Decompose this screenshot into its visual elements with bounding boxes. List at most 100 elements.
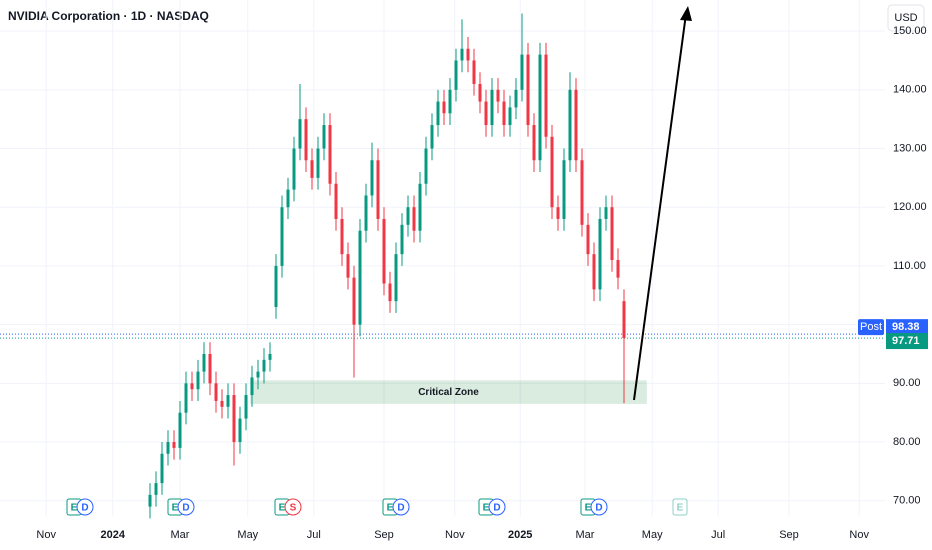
candle-body [262, 359, 266, 372]
candle-body [460, 48, 464, 61]
y-tick-label: 150.00 [893, 25, 927, 37]
candle-body [526, 54, 530, 126]
candle-body [364, 195, 368, 231]
event-label: D [493, 503, 500, 514]
candle-body [412, 207, 416, 231]
candle-body [610, 207, 614, 261]
candle-body [544, 54, 548, 137]
x-tick-label: May [237, 529, 258, 541]
currency-button[interactable] [887, 4, 925, 32]
event-icon [177, 498, 195, 516]
candle-body [508, 107, 512, 126]
candle-body [514, 89, 518, 108]
y-tick-label: 120.00 [893, 201, 927, 213]
x-tick-label: Sep [779, 529, 799, 541]
candle-body [244, 395, 248, 419]
candle-body [520, 54, 524, 90]
candle-body [160, 453, 164, 484]
candle-body [322, 125, 326, 149]
candle-body [268, 353, 272, 360]
candle-body [202, 353, 206, 372]
candle-body [214, 383, 218, 401]
candle-body [586, 224, 590, 255]
candle-body [340, 218, 344, 255]
y-tick-label: 90.00 [893, 377, 921, 389]
chart-title: NVIDIA Corporation · 1D · NASDAQ [8, 9, 209, 23]
candle-body [352, 277, 356, 325]
candle-body [178, 412, 182, 448]
candle-body [208, 353, 212, 384]
candle-body [562, 160, 566, 219]
candle-body [238, 418, 242, 443]
candle-body [472, 60, 476, 84]
candle-body [400, 224, 404, 255]
candle-body [442, 101, 446, 114]
candle-body [358, 230, 362, 325]
candle-body [430, 125, 434, 149]
candle-body [478, 83, 482, 102]
x-tick-label: May [642, 529, 663, 541]
event-label: E [677, 503, 684, 514]
candle-body [454, 60, 458, 90]
candle-body [274, 265, 278, 308]
candle-body [418, 183, 422, 231]
currency-label[interactable]: USD [894, 12, 917, 24]
candle-body [580, 160, 584, 225]
candle-body [304, 119, 308, 161]
candle-body [166, 442, 170, 454]
candle-body [550, 136, 554, 208]
event-icon [392, 498, 410, 516]
x-tick-label: Nov [445, 529, 465, 541]
zone-label: Critical Zone [418, 387, 479, 398]
candle-body [592, 254, 596, 290]
candle-body [448, 89, 452, 114]
candle-body [616, 260, 620, 278]
candle-body [436, 101, 440, 126]
x-tick-label: 2024 [101, 529, 126, 541]
event-label: E [585, 503, 592, 514]
x-tick-label: Mar [576, 529, 595, 541]
candle-body [316, 148, 320, 178]
event-icon [672, 498, 688, 516]
x-tick-label: Sep [374, 529, 394, 541]
event-label: E [172, 503, 179, 514]
event-label: D [81, 503, 88, 514]
candle-body [148, 494, 152, 507]
candle-body [502, 101, 506, 126]
event-label: S [290, 503, 297, 514]
event-label: E [483, 503, 490, 514]
x-tick-label: Jul [711, 529, 725, 541]
event-label: D [397, 503, 404, 514]
event-icon [76, 498, 94, 516]
candle-body [376, 160, 380, 219]
candle-body [556, 207, 560, 219]
y-tick-label: 110.00 [893, 260, 926, 272]
last-price-label: 97.71 [892, 335, 920, 347]
candle-body [568, 89, 572, 161]
y-tick-label: 80.00 [893, 436, 921, 448]
event-label: E [71, 503, 78, 514]
post-price-box [886, 319, 928, 336]
candle-body [370, 160, 374, 196]
y-tick-label: 130.00 [893, 142, 927, 154]
candle-body [538, 54, 542, 161]
candle-body [310, 160, 314, 178]
candle-body [484, 101, 488, 126]
candle-body [328, 125, 332, 184]
candle-body [346, 254, 350, 278]
event-icon [488, 498, 506, 516]
candle-body [190, 383, 194, 390]
event-label: E [279, 503, 286, 514]
candle-body [466, 48, 470, 61]
candle-body [292, 148, 296, 190]
y-tick-label: 140.00 [893, 84, 927, 96]
candle-body [280, 207, 284, 266]
event-icon [590, 498, 608, 516]
event-label: E [387, 503, 394, 514]
candle-body [490, 89, 494, 126]
x-tick-label: Nov [36, 529, 56, 541]
candle-body [622, 301, 626, 339]
x-tick-label: Mar [171, 529, 190, 541]
post-tag-label: Post [860, 321, 882, 333]
